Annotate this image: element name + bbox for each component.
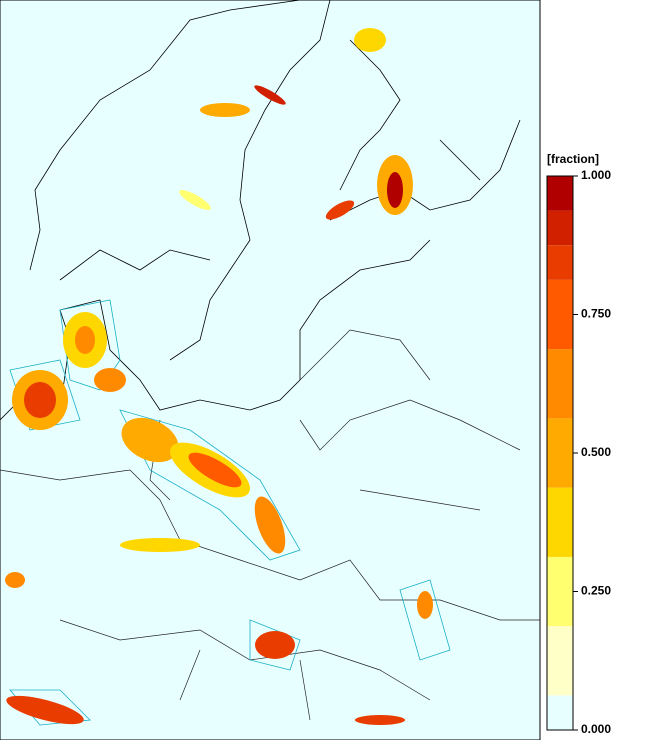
colorbar-bin [547, 245, 573, 280]
colorbar-tick-label: 0.500 [581, 445, 611, 459]
map [0, 0, 541, 741]
colorbar-tick-label: 0.250 [581, 584, 611, 598]
colorbar-tick-label: 0.750 [581, 307, 611, 321]
colorbar-bin [547, 556, 573, 627]
fraction-field [5, 28, 433, 725]
colorbar-bin [547, 279, 573, 350]
colorbar-bin [547, 176, 573, 211]
map-frame [0, 0, 541, 741]
colorbar-label: [fraction] [547, 152, 599, 166]
colorbar-bin [547, 626, 573, 696]
colorbar-bin [547, 695, 573, 730]
colorbar: 1.000 0.750 0.500 0.250 0.000 [546, 168, 611, 736]
colorbar-bin [547, 210, 573, 246]
colorbar-bin [547, 349, 573, 419]
colorbar-bin [547, 418, 573, 488]
coastline [339, 39, 481, 191]
colorbar-tick-label: 1.000 [581, 168, 611, 182]
coastline [29, 0, 331, 361]
colorbar-bin [547, 487, 573, 557]
colorbar-tick-label: 0.000 [581, 722, 611, 736]
